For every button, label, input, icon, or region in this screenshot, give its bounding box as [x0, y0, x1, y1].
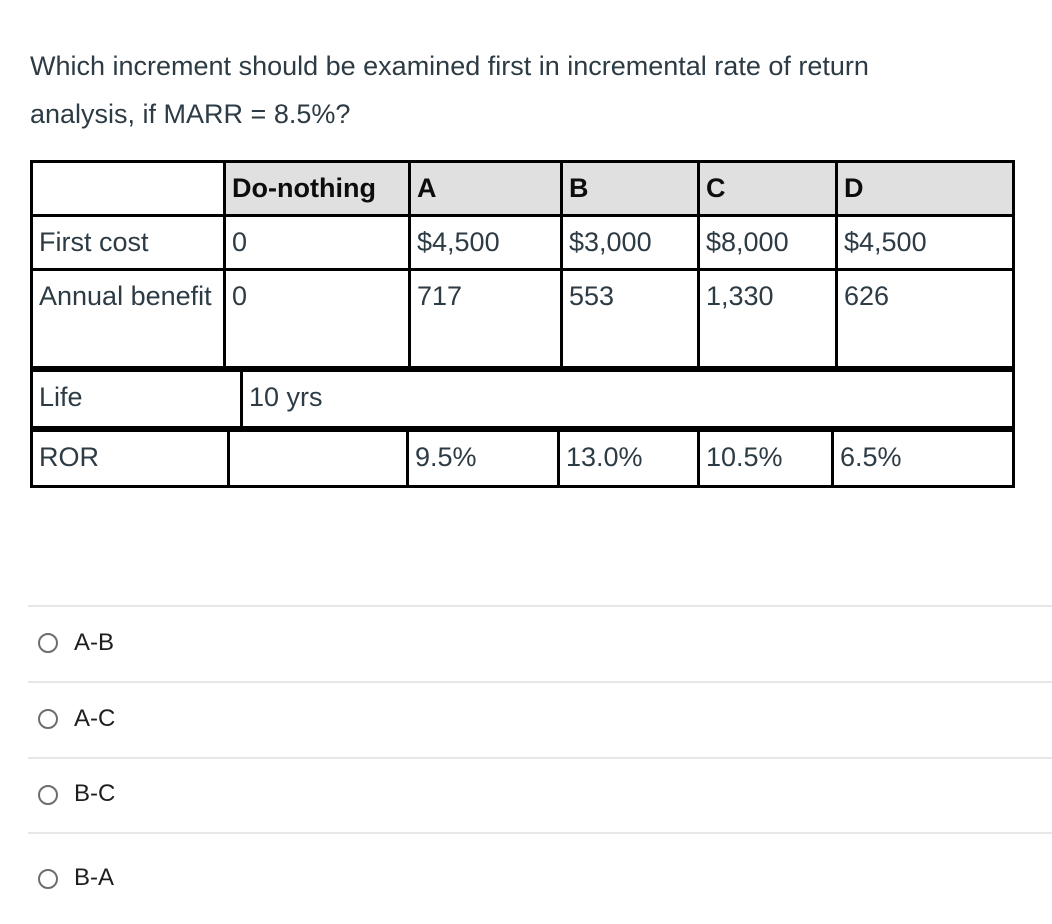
- row-label-annual-benefit: Annual benefit: [30, 268, 226, 369]
- question-text: Which increment should be examined first…: [30, 51, 869, 129]
- table-row-annual-benefit: Annual benefit 0 717 553 1,330 626: [30, 268, 1015, 369]
- option-label: A-B: [74, 628, 115, 656]
- table-row-life: Life 10 yrs: [30, 369, 1015, 429]
- row-label-life: Life: [30, 369, 243, 429]
- answer-options: A-B A-C B-C B-A: [0, 605, 1052, 924]
- ror-d: 6.5%: [831, 429, 1015, 488]
- life-value: 10 yrs: [240, 369, 1015, 429]
- radio-button-a-c[interactable]: [38, 709, 58, 729]
- radio-button-b-a[interactable]: [38, 868, 58, 889]
- annual-benefit-d: 626: [835, 268, 1015, 369]
- first-cost-do-nothing: 0: [223, 214, 411, 271]
- annual-benefit-c: 1,330: [697, 268, 838, 369]
- answer-option-b-c[interactable]: B-C: [0, 757, 1052, 832]
- option-label: B-A: [74, 864, 115, 892]
- header-cell-a: A: [408, 160, 563, 217]
- option-divider: [28, 681, 1052, 683]
- header-cell-b: B: [560, 160, 700, 217]
- annual-benefit-do-nothing: 0: [223, 268, 411, 369]
- row-label-first-cost: First cost: [30, 214, 226, 271]
- ror-a: 9.5%: [406, 429, 560, 488]
- header-cell-c: C: [697, 160, 838, 217]
- ror-do-nothing: [227, 429, 409, 488]
- option-label: B-C: [74, 780, 116, 808]
- first-cost-a: $4,500: [408, 214, 563, 271]
- option-divider: [28, 832, 1052, 834]
- row-label-ror: ROR: [30, 429, 230, 488]
- annual-benefit-b: 553: [560, 268, 700, 369]
- table-row-ror: ROR 9.5% 13.0% 10.5% 6.5%: [30, 429, 1015, 488]
- table-section-costs: Do-nothing A B C D First cost 0 $4,500 $…: [30, 160, 1015, 369]
- first-cost-b: $3,000: [560, 214, 700, 271]
- option-divider: [28, 757, 1052, 759]
- header-cell-d: D: [835, 160, 1015, 217]
- answer-option-b-a[interactable]: B-A: [0, 832, 1052, 924]
- header-cell-do-nothing: Do-nothing: [223, 160, 411, 217]
- option-label: A-C: [74, 704, 116, 732]
- radio-button-a-b[interactable]: [38, 633, 58, 653]
- alternatives-table: Do-nothing A B C D First cost 0 $4,500 $…: [30, 160, 1015, 488]
- table-section-life: Life 10 yrs: [30, 369, 1015, 429]
- radio-button-b-c[interactable]: [38, 784, 58, 805]
- first-cost-d: $4,500: [835, 214, 1015, 271]
- answer-option-a-c[interactable]: A-C: [0, 681, 1052, 757]
- table-row-first-cost: First cost 0 $4,500 $3,000 $8,000 $4,500: [30, 214, 1015, 271]
- ror-c: 10.5%: [697, 429, 834, 488]
- option-divider: [28, 605, 1052, 607]
- first-cost-c: $8,000: [697, 214, 838, 271]
- answer-option-a-b[interactable]: A-B: [0, 605, 1052, 681]
- header-cell-blank: [30, 160, 226, 217]
- annual-benefit-a: 717: [408, 268, 563, 369]
- table-section-ror: ROR 9.5% 13.0% 10.5% 6.5%: [30, 429, 1015, 488]
- table-header-row: Do-nothing A B C D: [30, 160, 1015, 217]
- ror-b: 13.0%: [557, 429, 700, 488]
